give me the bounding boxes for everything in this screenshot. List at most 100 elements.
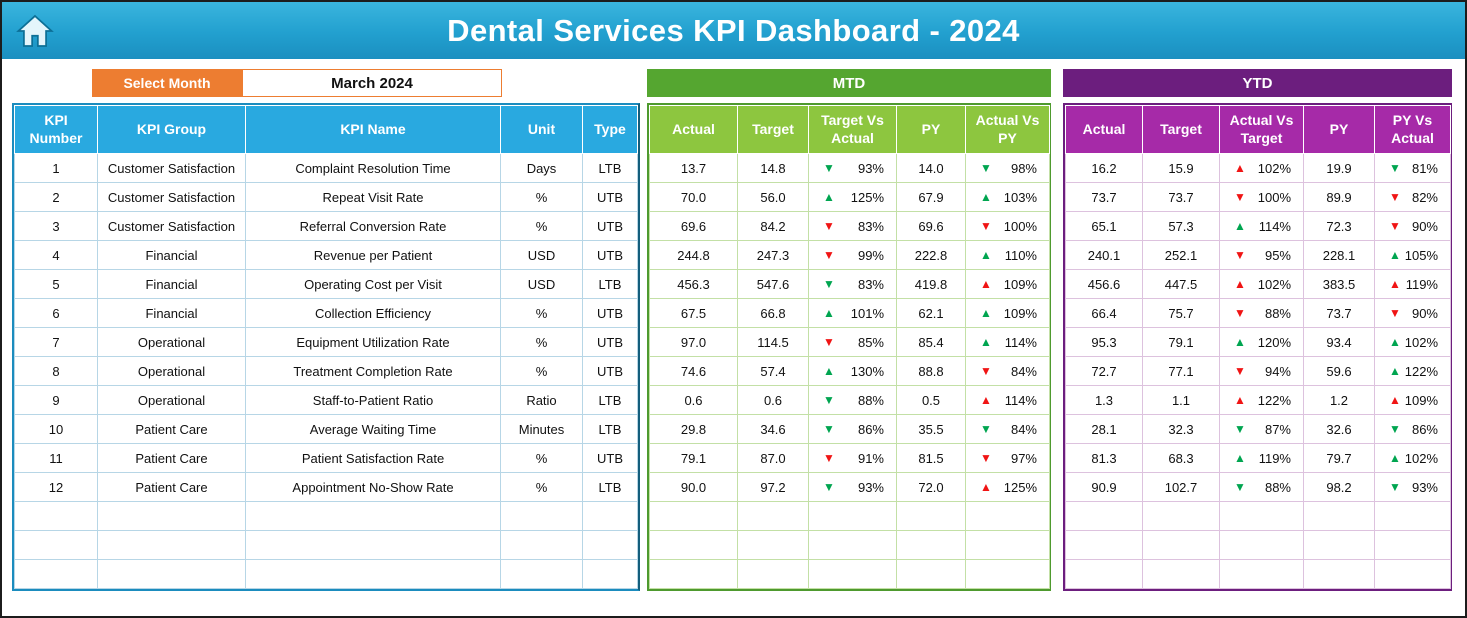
ytd-actual-vs-target-cell[interactable]: ▲ 102% xyxy=(1219,153,1304,183)
ytd-py-cell[interactable]: 73.7 xyxy=(1303,298,1375,328)
ytd-actual-vs-target-cell[interactable]: ▼ 95% xyxy=(1219,240,1304,270)
empty-cell[interactable] xyxy=(1219,559,1304,589)
mtd-target-vs-actual-cell[interactable]: ▼ 83% xyxy=(808,211,897,241)
kpi-number-cell[interactable]: 4 xyxy=(14,240,98,270)
kpi-group-cell[interactable]: Patient Care xyxy=(97,472,246,502)
ytd-target-cell[interactable]: 447.5 xyxy=(1142,269,1220,299)
ytd-py-vs-actual-cell[interactable]: ▲ 102% xyxy=(1374,443,1451,473)
ytd-actual-vs-target-cell[interactable]: ▲ 102% xyxy=(1219,269,1304,299)
kpi-unit-cell[interactable]: % xyxy=(500,327,583,357)
mtd-actual-vs-py-cell[interactable]: ▲ 114% xyxy=(965,327,1050,357)
ytd-target-cell[interactable]: 15.9 xyxy=(1142,153,1220,183)
empty-cell[interactable] xyxy=(1374,530,1451,560)
mtd-target-vs-actual-cell[interactable]: ▼ 85% xyxy=(808,327,897,357)
ytd-py-cell[interactable]: 89.9 xyxy=(1303,182,1375,212)
kpi-type-cell[interactable]: UTB xyxy=(582,240,638,270)
mtd-target-cell[interactable]: 97.2 xyxy=(737,472,809,502)
ytd-actual-vs-target-cell[interactable]: ▲ 114% xyxy=(1219,211,1304,241)
ytd-py-vs-actual-cell[interactable]: ▼ 90% xyxy=(1374,298,1451,328)
mtd-actual-cell[interactable]: 0.6 xyxy=(649,385,738,415)
kpi-number-cell[interactable]: 1 xyxy=(14,153,98,183)
kpi-unit-cell[interactable]: % xyxy=(500,211,583,241)
empty-cell[interactable] xyxy=(14,530,98,560)
ytd-py-vs-actual-cell[interactable]: ▼ 86% xyxy=(1374,414,1451,444)
mtd-target-vs-actual-cell[interactable]: ▼ 99% xyxy=(808,240,897,270)
kpi-unit-cell[interactable]: USD xyxy=(500,269,583,299)
mtd-py-cell[interactable]: 35.5 xyxy=(896,414,966,444)
kpi-name-cell[interactable]: Collection Efficiency xyxy=(245,298,501,328)
ytd-py-vs-actual-cell[interactable]: ▲ 119% xyxy=(1374,269,1451,299)
kpi-unit-cell[interactable]: Minutes xyxy=(500,414,583,444)
mtd-target-cell[interactable]: 84.2 xyxy=(737,211,809,241)
ytd-actual-cell[interactable]: 28.1 xyxy=(1065,414,1143,444)
ytd-target-cell[interactable]: 252.1 xyxy=(1142,240,1220,270)
ytd-py-vs-actual-cell[interactable]: ▼ 90% xyxy=(1374,211,1451,241)
mtd-actual-vs-py-cell[interactable]: ▲ 109% xyxy=(965,269,1050,299)
empty-cell[interactable] xyxy=(737,501,809,531)
mtd-actual-cell[interactable]: 456.3 xyxy=(649,269,738,299)
empty-cell[interactable] xyxy=(896,501,966,531)
mtd-target-cell[interactable]: 57.4 xyxy=(737,356,809,386)
ytd-target-cell[interactable]: 77.1 xyxy=(1142,356,1220,386)
empty-cell[interactable] xyxy=(649,530,738,560)
kpi-name-cell[interactable]: Referral Conversion Rate xyxy=(245,211,501,241)
empty-cell[interactable] xyxy=(896,530,966,560)
ytd-py-cell[interactable]: 228.1 xyxy=(1303,240,1375,270)
empty-cell[interactable] xyxy=(737,530,809,560)
ytd-py-vs-actual-cell[interactable]: ▼ 81% xyxy=(1374,153,1451,183)
ytd-py-vs-actual-cell[interactable]: ▲ 102% xyxy=(1374,327,1451,357)
empty-cell[interactable] xyxy=(808,501,897,531)
mtd-target-cell[interactable]: 0.6 xyxy=(737,385,809,415)
mtd-actual-cell[interactable]: 79.1 xyxy=(649,443,738,473)
mtd-target-cell[interactable]: 56.0 xyxy=(737,182,809,212)
kpi-name-cell[interactable]: Treatment Completion Rate xyxy=(245,356,501,386)
ytd-actual-vs-target-cell[interactable]: ▼ 100% xyxy=(1219,182,1304,212)
ytd-actual-cell[interactable]: 90.9 xyxy=(1065,472,1143,502)
mtd-py-cell[interactable]: 81.5 xyxy=(896,443,966,473)
empty-cell[interactable] xyxy=(1065,530,1143,560)
ytd-actual-cell[interactable]: 72.7 xyxy=(1065,356,1143,386)
empty-cell[interactable] xyxy=(14,501,98,531)
ytd-py-cell[interactable]: 59.6 xyxy=(1303,356,1375,386)
empty-cell[interactable] xyxy=(245,530,501,560)
empty-cell[interactable] xyxy=(500,530,583,560)
mtd-py-cell[interactable]: 88.8 xyxy=(896,356,966,386)
kpi-unit-cell[interactable]: Ratio xyxy=(500,385,583,415)
mtd-actual-cell[interactable]: 244.8 xyxy=(649,240,738,270)
kpi-number-cell[interactable]: 5 xyxy=(14,269,98,299)
kpi-number-cell[interactable]: 12 xyxy=(14,472,98,502)
mtd-target-cell[interactable]: 14.8 xyxy=(737,153,809,183)
ytd-target-cell[interactable]: 57.3 xyxy=(1142,211,1220,241)
kpi-group-cell[interactable]: Patient Care xyxy=(97,414,246,444)
mtd-actual-vs-py-cell[interactable]: ▲ 109% xyxy=(965,298,1050,328)
kpi-group-cell[interactable]: Patient Care xyxy=(97,443,246,473)
ytd-py-vs-actual-cell[interactable]: ▲ 122% xyxy=(1374,356,1451,386)
ytd-actual-vs-target-cell[interactable]: ▼ 87% xyxy=(1219,414,1304,444)
ytd-actual-cell[interactable]: 240.1 xyxy=(1065,240,1143,270)
empty-cell[interactable] xyxy=(582,501,638,531)
mtd-py-cell[interactable]: 0.5 xyxy=(896,385,966,415)
empty-cell[interactable] xyxy=(965,559,1050,589)
empty-cell[interactable] xyxy=(245,501,501,531)
mtd-target-cell[interactable]: 547.6 xyxy=(737,269,809,299)
mtd-target-vs-actual-cell[interactable]: ▼ 83% xyxy=(808,269,897,299)
mtd-target-vs-actual-cell[interactable]: ▼ 91% xyxy=(808,443,897,473)
home-icon[interactable] xyxy=(14,10,56,52)
empty-cell[interactable] xyxy=(1303,559,1375,589)
ytd-py-cell[interactable]: 1.2 xyxy=(1303,385,1375,415)
kpi-type-cell[interactable]: LTB xyxy=(582,414,638,444)
ytd-py-vs-actual-cell[interactable]: ▼ 82% xyxy=(1374,182,1451,212)
ytd-target-cell[interactable]: 73.7 xyxy=(1142,182,1220,212)
kpi-number-cell[interactable]: 6 xyxy=(14,298,98,328)
ytd-target-cell[interactable]: 1.1 xyxy=(1142,385,1220,415)
kpi-group-cell[interactable]: Financial xyxy=(97,269,246,299)
kpi-name-cell[interactable]: Operating Cost per Visit xyxy=(245,269,501,299)
kpi-type-cell[interactable]: LTB xyxy=(582,385,638,415)
mtd-actual-cell[interactable]: 74.6 xyxy=(649,356,738,386)
ytd-target-cell[interactable]: 32.3 xyxy=(1142,414,1220,444)
mtd-target-vs-actual-cell[interactable]: ▲ 101% xyxy=(808,298,897,328)
ytd-py-cell[interactable]: 383.5 xyxy=(1303,269,1375,299)
ytd-py-vs-actual-cell[interactable]: ▼ 93% xyxy=(1374,472,1451,502)
empty-cell[interactable] xyxy=(649,559,738,589)
empty-cell[interactable] xyxy=(1219,530,1304,560)
